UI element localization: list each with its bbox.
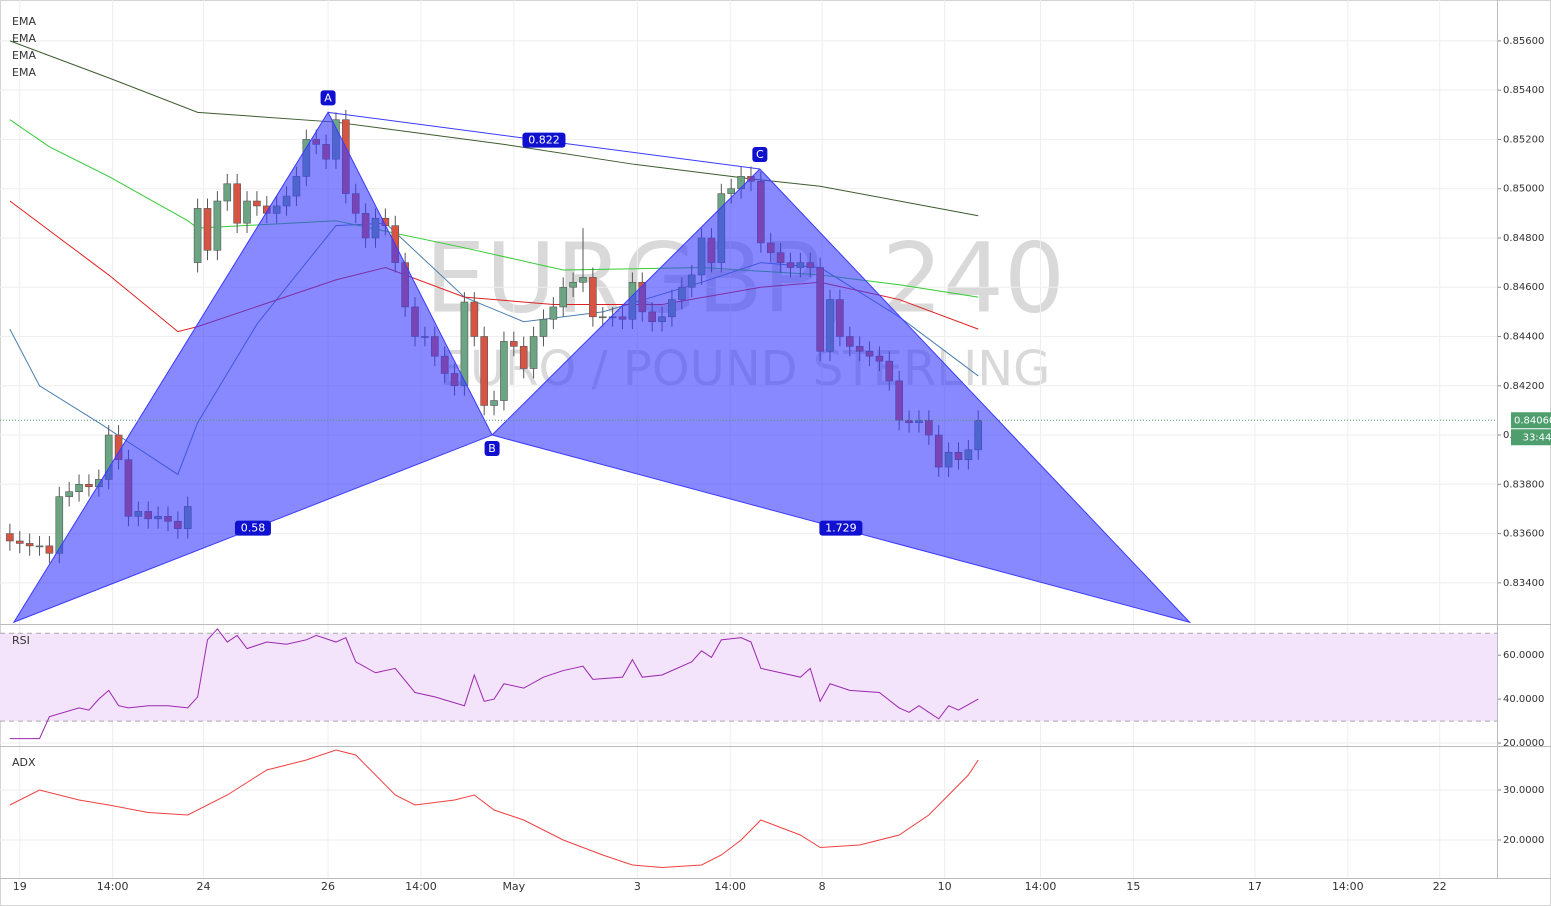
candle-body [559,286,568,308]
candle-body [589,277,597,318]
candle-body [213,200,222,251]
pattern-ratio-label-box [522,132,566,148]
candle-body [35,545,44,548]
candle-body [500,341,508,401]
y-tick-label: 0.85200 [1503,134,1544,145]
y-tick-label: 0.83800 [1503,479,1544,490]
countdown: 33:44 [1523,432,1551,443]
y-tick-label: 20.0000 [1503,738,1544,749]
x-tick-label: 14:00 [1025,880,1057,893]
y-tick-label: 0.85400 [1503,85,1544,96]
candle-body [579,277,587,283]
candle-body [15,540,24,544]
candle-body [193,208,202,263]
candle-body [223,183,232,202]
pattern-point-label: C [756,148,764,161]
x-tick-label: 8 [819,880,826,893]
last-price-box [1511,412,1551,429]
pattern-ratio-label-box [234,520,271,536]
legend-entry: EMA [12,66,36,79]
candle-body [549,306,558,320]
candle-body [25,543,34,547]
candle-body [529,336,538,369]
legend-entry: EMA [12,32,36,45]
x-tick-label: 19 [13,880,27,893]
x-tick-label: 14:00 [97,880,129,893]
pattern-point-label: B [488,442,496,455]
x-tick-label: 24 [197,880,211,893]
y-tick-label: 40.0000 [1503,694,1544,705]
candle-body [6,533,14,542]
pane-title: RSI [12,634,30,647]
rsi-band [0,633,1497,722]
candle-body [45,545,54,554]
x-tick-label: 14:00 [1332,880,1364,893]
candle-body [480,336,488,406]
candle-body [470,301,479,337]
pattern-ratio-label: 0.822 [528,134,560,147]
pattern-point-label-box [320,90,336,106]
candle-body [490,400,498,406]
pattern-point-label: A [324,91,332,104]
countdown-box [1511,429,1551,446]
x-tick-label: 14:00 [714,880,746,893]
candle-body [569,282,577,288]
y-tick-label: 0.84800 [1503,233,1544,244]
candle-body [75,484,83,492]
candle-body [460,301,469,387]
candle-body [598,316,607,319]
pane-title: ADX [12,756,36,769]
x-tick-label: 22 [1433,880,1447,893]
candle-body [243,200,251,224]
candle-body [539,318,548,337]
ema-line [9,40,979,217]
pattern-point-label-box [752,146,768,162]
x-tick-label: 15 [1126,880,1140,893]
x-tick-label: 3 [634,880,641,893]
x-tick-label: May [502,880,525,893]
candle-body [253,200,261,207]
y-tick-label: 0.85000 [1503,184,1544,195]
y-tick-label: 0.84600 [1503,282,1544,293]
x-tick-label: 14:00 [405,880,437,893]
x-tick-label: 17 [1248,880,1262,893]
candle-body [519,346,528,369]
y-tick-label: 20.0000 [1503,835,1544,846]
pattern-point-label-box [484,441,500,457]
x-tick-label: 10 [938,880,952,893]
candle-body [65,491,73,497]
legend-entry: EMA [12,15,36,28]
pattern-ratio-label: 0.58 [241,522,266,535]
y-tick-label: 0.84200 [1503,381,1544,392]
candle-body [510,341,518,347]
pattern-ratio-label-box [819,520,863,536]
y-tick-label: 0.85600 [1503,36,1544,47]
indicator-line [9,749,979,869]
legend-entry: EMA [12,49,36,62]
last-price-label: 0.84060 [1514,415,1551,426]
candle-body [85,484,93,488]
y-tick-label: 30.0000 [1503,785,1544,796]
x-tick-label: 26 [321,880,335,893]
y-tick-label: 0.83600 [1503,529,1544,540]
y-tick-label: 0.83400 [1503,578,1544,589]
y-tick-label: 0.84400 [1503,332,1544,343]
candle-body [233,183,241,224]
y-tick-label: 60.0000 [1503,650,1544,661]
pattern-ratio-label: 1.729 [825,522,857,535]
candle-body [203,208,212,251]
indicator-line [9,628,979,740]
candle-body [727,188,736,194]
